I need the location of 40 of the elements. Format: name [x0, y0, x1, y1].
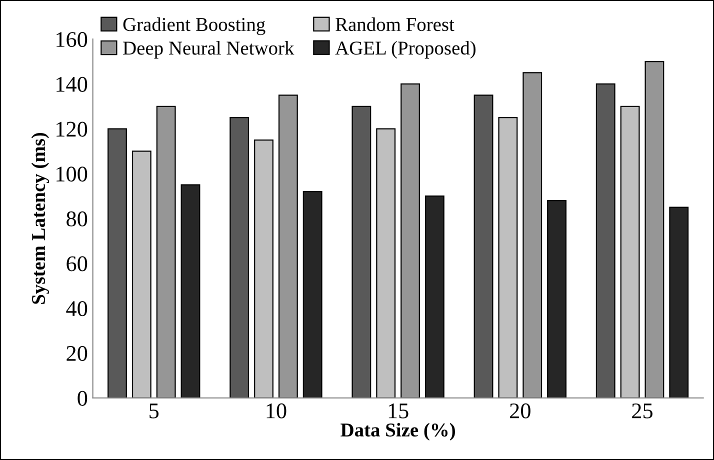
legend-label: AGEL (Proposed): [335, 40, 476, 59]
y-tick-label: 0: [78, 390, 88, 406]
bar: [522, 72, 542, 398]
bar: [644, 60, 664, 398]
x-tick-label: 25: [632, 403, 652, 418]
bar: [620, 106, 640, 398]
bar: [547, 200, 566, 398]
bar: [254, 139, 274, 398]
legend-label: Gradient Boosting: [123, 17, 266, 36]
bar: [376, 128, 396, 398]
bar: [278, 94, 298, 398]
bar: [108, 128, 127, 398]
bar: [669, 206, 689, 398]
bar: [230, 117, 250, 398]
bar: [400, 83, 420, 398]
y-tick-label: 120: [56, 122, 88, 137]
bar: [474, 94, 494, 398]
y-tick-label: 140: [56, 76, 88, 92]
x-tick-label: 5: [150, 404, 159, 418]
bar: [424, 196, 444, 398]
bar: [156, 106, 176, 398]
y-tick-label: 20: [66, 346, 88, 361]
y-tick-label: 80: [66, 211, 88, 226]
x-tick-label: 20: [510, 403, 530, 418]
y-tick-label: 160: [56, 32, 88, 48]
bar: [180, 184, 200, 398]
bar: [498, 117, 518, 398]
bar: [302, 191, 322, 398]
x-tick-label: 10: [266, 403, 286, 418]
bar: [352, 106, 372, 398]
legend-label: Random Forest: [336, 17, 454, 32]
y-tick-label: 40: [66, 301, 88, 316]
x-tick-label: 15: [388, 404, 408, 418]
bar: [596, 83, 616, 398]
bar: [132, 150, 152, 398]
y-tick-label: 60: [66, 256, 88, 272]
y-axis-title: System Latency (ms): [31, 132, 50, 304]
x-axis-title: Data Size (%): [340, 422, 455, 441]
legend-label: Deep Neural Network: [123, 41, 294, 59]
y-tick-label: 100: [56, 166, 88, 182]
